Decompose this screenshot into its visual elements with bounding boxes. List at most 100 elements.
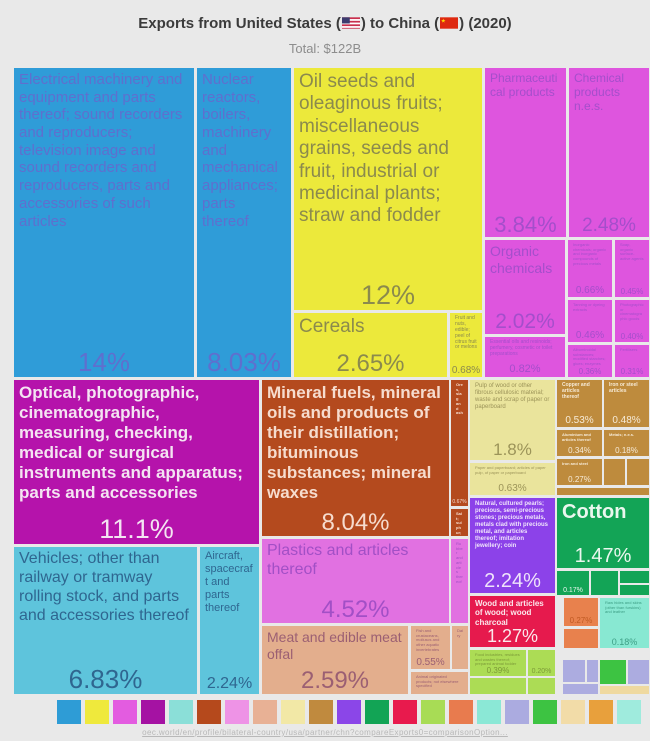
treemap-tile[interactable]: Metals; n.e.s. 0.18%: [604, 430, 649, 456]
legend-swatch[interactable]: [337, 700, 361, 724]
tile-label: Fertilisers: [620, 347, 638, 352]
legend-swatch[interactable]: [421, 700, 445, 724]
source-caption[interactable]: oec.world/en/profile/bilateral-country/u…: [142, 728, 508, 737]
tile-percent: 0.66%: [575, 284, 605, 296]
treemap-tile[interactable]: Fish and crustaceans, molluscs and other…: [411, 626, 450, 669]
treemap-tile[interactable]: Vehicles; other than railway or tramway …: [14, 547, 197, 694]
legend-swatch[interactable]: [253, 700, 277, 724]
treemap-tile[interactable]: Copper and articles thereof 0.53%: [557, 380, 602, 427]
treemap-tile[interactable]: Albuminoidal substances; modified starch…: [568, 345, 612, 377]
legend-swatch[interactable]: [589, 700, 613, 724]
legend-swatch[interactable]: [365, 700, 389, 724]
tile-percent: 0.68%: [451, 364, 481, 376]
treemap-tile[interactable]: Aircraft, spacecraft and parts thereof 2.…: [200, 547, 259, 694]
treemap-tile[interactable]: Raw hides and skins (other than furskins…: [600, 598, 649, 648]
treemap-tile[interactable]: Optical, photographic, cinematographic, …: [14, 380, 259, 544]
treemap-tile[interactable]: Cotton 1.47%: [557, 498, 649, 568]
legend-swatch[interactable]: [505, 700, 529, 724]
treemap-tile[interactable]: 0.27%: [564, 598, 598, 626]
treemap-tile[interactable]: Rubber and articles thereof: [451, 539, 468, 623]
treemap-tile[interactable]: Electrical machinery and equipment and p…: [14, 68, 194, 377]
treemap-tile[interactable]: Mineral fuels, mineral oils and products…: [262, 380, 449, 536]
tile-percent: 2.59%: [300, 666, 370, 694]
tile-label: Fish and crustaceans, molluscs and other…: [416, 628, 440, 652]
treemap-tile[interactable]: Nuclear reactors, boilers, machinery and…: [197, 68, 291, 377]
treemap-tile[interactable]: [587, 660, 598, 682]
legend-swatch[interactable]: [141, 700, 165, 724]
treemap-tile[interactable]: Cereals 2.65%: [294, 313, 447, 377]
treemap-tile[interactable]: [627, 459, 649, 485]
tile-label: Soap, organic surface-active agents: [620, 242, 644, 262]
treemap-tile[interactable]: Dairy: [452, 626, 468, 669]
legend-swatch[interactable]: [309, 700, 333, 724]
treemap-tile[interactable]: [528, 678, 555, 694]
tile-percent: 1.27%: [486, 626, 539, 647]
treemap-tile[interactable]: Aluminium and articles thereof 0.34%: [557, 430, 602, 456]
treemap-tile[interactable]: Soap, organic surface-active agents 0.45%: [615, 240, 649, 297]
treemap-tile[interactable]: [563, 660, 585, 682]
treemap-tile[interactable]: Salt; sulphur; earths, stone: [451, 509, 468, 536]
treemap-tile[interactable]: Chemical products n.e.s. 2.48%: [569, 68, 649, 237]
treemap-tile[interactable]: [591, 571, 618, 595]
treemap-tile[interactable]: Pharmaceutical products 3.84%: [485, 68, 566, 237]
tile-label: Photographic or cinematographic goods: [620, 302, 644, 322]
treemap-tile[interactable]: Animal originated products; not elsewher…: [411, 672, 468, 694]
title-text-prefix: Exports from United States (: [138, 15, 341, 32]
treemap-tile[interactable]: [628, 660, 649, 684]
tile-percent: 8.03%: [207, 346, 281, 377]
treemap-tile[interactable]: Essential oils and resinoids; perfumery,…: [485, 337, 565, 377]
legend-swatch[interactable]: [561, 700, 585, 724]
tile-label: Organic chemicals: [490, 243, 553, 276]
tile-percent: 1.8%: [493, 440, 532, 460]
treemap-tile[interactable]: [600, 686, 649, 694]
legend-swatch[interactable]: [393, 700, 417, 724]
treemap-tile[interactable]: Organic chemicals 2.02%: [485, 240, 565, 334]
treemap-tile[interactable]: Tanning or dyeing extracts 0.46%: [568, 300, 612, 342]
treemap-tile[interactable]: [470, 678, 526, 694]
treemap-tile[interactable]: Iron or steel articles 0.48%: [604, 380, 649, 427]
tile-percent: 0.48%: [612, 414, 641, 426]
treemap-tile[interactable]: Paper and paperboard; articles of paper …: [470, 463, 555, 495]
tile-percent: 0.53%: [565, 414, 594, 426]
treemap-tile[interactable]: Ores, slag and ash 0.67%: [451, 380, 468, 506]
treemap-tile[interactable]: Oil seeds and oleaginous fruits; miscell…: [294, 68, 482, 310]
treemap-tile[interactable]: [620, 571, 649, 583]
legend-swatch[interactable]: [281, 700, 305, 724]
treemap-tile[interactable]: Food industries, residues and wastes the…: [470, 650, 526, 676]
treemap-tile[interactable]: [564, 629, 598, 648]
tile-label: Electrical machinery and equipment and p…: [19, 71, 183, 230]
tile-percent: 0.34%: [568, 445, 591, 455]
treemap-tile[interactable]: Wood and articles of wood; wood charcoal…: [470, 596, 555, 647]
legend-swatch[interactable]: [57, 700, 81, 724]
legend-swatch[interactable]: [449, 700, 473, 724]
legend-swatch[interactable]: [533, 700, 557, 724]
treemap-tile[interactable]: Plastics and articles thereof 4.52%: [262, 539, 449, 623]
legend-swatch[interactable]: [617, 700, 641, 724]
legend-swatch[interactable]: [85, 700, 109, 724]
tile-label: Aircraft, spacecraft and parts thereof: [205, 550, 253, 614]
treemap-tile[interactable]: Inorganic chemicals; organic and inorgan…: [568, 240, 612, 297]
treemap-tile[interactable]: Meat and edible meat offal 2.59%: [262, 626, 408, 694]
legend-swatch[interactable]: [169, 700, 193, 724]
treemap-tile[interactable]: [604, 459, 625, 485]
treemap-tile[interactable]: Iron and steel 0.27%: [557, 459, 602, 485]
treemap-tile[interactable]: Natural, cultured pearls; precious, semi…: [470, 498, 555, 593]
treemap-tile[interactable]: [557, 488, 649, 495]
treemap-tile[interactable]: 0.17%: [557, 571, 589, 595]
tile-label: Oil seeds and oleaginous fruits; miscell…: [299, 71, 449, 227]
legend-swatch[interactable]: [225, 700, 249, 724]
treemap-tile[interactable]: Fertilisers 0.31%: [615, 345, 649, 377]
tile-percent: 2.24%: [484, 570, 541, 592]
treemap-tile[interactable]: [620, 585, 649, 595]
legend-swatch[interactable]: [113, 700, 137, 724]
treemap-tile[interactable]: [600, 660, 626, 684]
treemap-tile[interactable]: Fruit and nuts, edible; peel of citrus f…: [450, 313, 482, 377]
tile-label: Nuclear reactors, boilers, machinery and…: [202, 71, 278, 230]
treemap-tile[interactable]: 0.20%: [528, 650, 555, 676]
treemap-tile[interactable]: [563, 684, 598, 694]
legend-swatch[interactable]: [197, 700, 221, 724]
legend-swatch[interactable]: [477, 700, 501, 724]
treemap-tile[interactable]: Photographic or cinematographic goods 0.4…: [615, 300, 649, 342]
treemap-tile[interactable]: Pulp of wood or other fibrous cellulosic…: [470, 380, 555, 460]
tile-label: Pulp of wood or other fibrous cellulosic…: [475, 383, 550, 411]
